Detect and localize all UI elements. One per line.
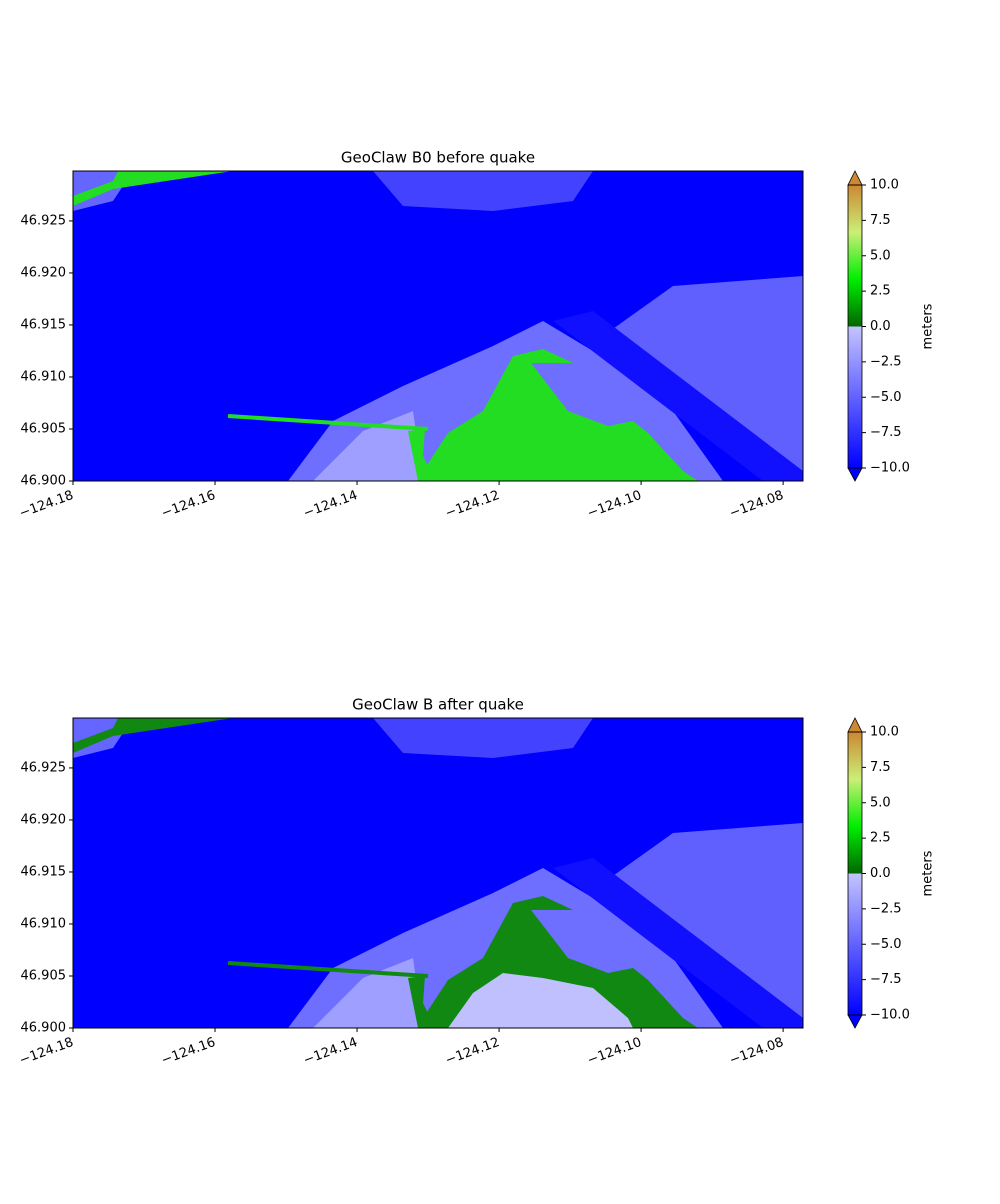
land	[73, 171, 233, 206]
x-tick-label: −124.12	[444, 488, 502, 521]
colorbar-tick-label: −2.5	[870, 901, 902, 916]
channel	[553, 311, 803, 481]
x-tick-label: −124.14	[301, 1035, 359, 1068]
colorbar-extend	[847, 1014, 863, 1029]
colorbar-label: meters	[921, 850, 936, 896]
panel: GeoClaw B0 before quake −124.18 −124.16 −12…	[17, 149, 935, 522]
colorbar-tick-label: 0.0	[870, 319, 891, 334]
chart-title: GeoClaw B0 before quake	[341, 149, 535, 167]
x-tick-label: −124.12	[444, 1035, 502, 1068]
colorbar-tick-label: 7.5	[870, 213, 891, 228]
y-tick-label: 46.910	[21, 369, 67, 384]
colorbar-tick-label: −7.5	[870, 972, 902, 987]
colorbar-tick-label: −5.0	[870, 937, 902, 952]
colorbar-tick-label: 0.0	[870, 866, 891, 881]
land	[73, 718, 233, 753]
colorbar-tick-label: 2.5	[870, 831, 891, 846]
spit	[227, 961, 429, 978]
colorbar-extend	[847, 467, 863, 482]
channel	[553, 858, 803, 1028]
y-tick-label: 46.900	[21, 474, 67, 489]
x-tick-label: −124.16	[159, 488, 217, 521]
colorbar-tick-label: 10.0	[870, 725, 899, 740]
colorbar-extend	[847, 717, 863, 733]
y-tick-label: 46.925	[21, 760, 67, 775]
colorbar-label: meters	[921, 303, 936, 349]
inundation	[448, 973, 633, 1028]
colorbar-extend	[847, 170, 863, 186]
shoal	[373, 171, 593, 211]
plot-frame	[72, 170, 804, 482]
shoal	[373, 718, 593, 758]
chart-title: GeoClaw B after quake	[352, 696, 524, 714]
colorbar-tick-label: 10.0	[870, 178, 899, 193]
y-tick-label: 46.920	[21, 812, 67, 827]
colorbar-tick-label: 5.0	[870, 248, 891, 263]
colorbar	[848, 732, 862, 1015]
y-tick-label: 46.920	[21, 265, 67, 280]
colorbar-tick-label: 5.0	[870, 795, 891, 810]
x-tick-label: −124.08	[728, 1035, 786, 1068]
y-tick-label: 46.925	[21, 213, 67, 228]
y-tick-label: 46.905	[21, 968, 67, 983]
colorbar-tick-label: 7.5	[870, 760, 891, 775]
x-tick-label: −124.08	[728, 488, 786, 521]
colorbar-tick-label: −7.5	[870, 425, 902, 440]
colorbar-tick-label: −5.0	[870, 390, 902, 405]
x-tick-label: −124.14	[301, 488, 359, 521]
shoal	[603, 823, 803, 1028]
y-tick-label: 46.905	[21, 421, 67, 436]
panel: GeoClaw B after quake −124.18 −124.16 −124.…	[17, 696, 935, 1069]
colorbar	[848, 185, 862, 468]
land	[423, 349, 698, 481]
x-tick-label: −124.10	[586, 488, 644, 521]
y-tick-label: 46.915	[21, 317, 67, 332]
x-tick-label: −124.16	[159, 1035, 217, 1068]
colorbar-tick-label: 2.5	[870, 284, 891, 299]
y-tick-label: 46.910	[21, 916, 67, 931]
spit	[227, 414, 429, 431]
colorbar-tick-label: −10.0	[870, 461, 910, 476]
x-tick-label: −124.18	[17, 488, 75, 521]
y-tick-label: 46.900	[21, 1021, 67, 1036]
shoal	[603, 276, 803, 481]
colorbar-tick-label: −2.5	[870, 354, 902, 369]
x-tick-label: −124.18	[17, 1035, 75, 1068]
y-tick-label: 46.915	[21, 864, 67, 879]
plot-frame	[72, 717, 804, 1029]
colorbar-tick-label: −10.0	[870, 1008, 910, 1023]
x-tick-label: −124.10	[586, 1035, 644, 1068]
